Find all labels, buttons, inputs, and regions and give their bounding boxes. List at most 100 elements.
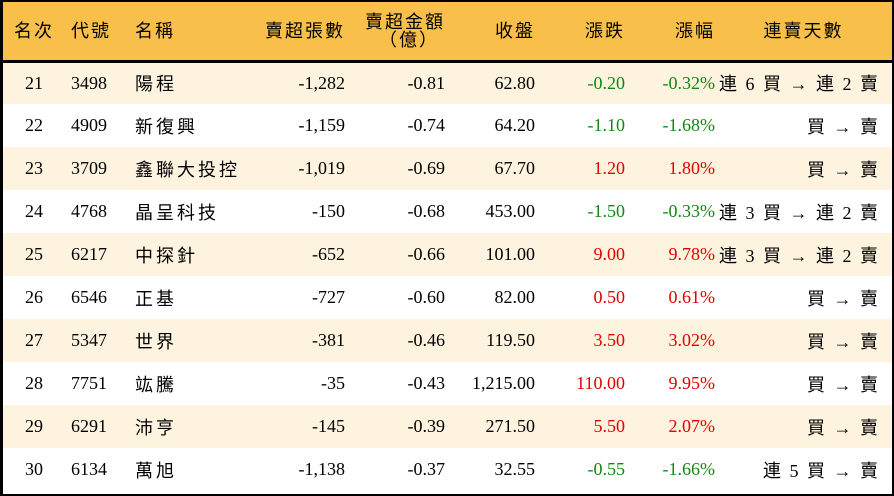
cell-net-sell-amount: -0.43 (407, 373, 446, 393)
cell-code[interactable]: 4768 (71, 201, 107, 221)
cell-streak: 買 → 賣 (807, 331, 880, 352)
cell-net-sell-amount: -0.68 (407, 201, 446, 221)
cell-net-sell-lots: -1,019 (298, 158, 346, 178)
cell-streak: 連 3 買 → 連 2 賣 (719, 202, 880, 223)
cell-streak: 連 3 買 → 連 2 賣 (719, 245, 880, 266)
cell-change-pct: -0.33% (662, 201, 716, 221)
cell-name[interactable]: 晶呈科技 (135, 202, 219, 223)
cell-net-sell-amount: -0.37 (407, 459, 446, 479)
table-row: 23 3709 鑫聯大投控 -1,019 -0.69 67.70 1.20 1.… (3, 147, 892, 190)
header-change-pct[interactable]: 漲幅 (675, 20, 715, 41)
cell-change-pct: 1.80% (668, 158, 716, 178)
cell-change-pct: 3.02% (668, 330, 716, 350)
cell-change-pct: -1.68% (662, 115, 716, 135)
header-close[interactable]: 收盤 (495, 20, 535, 41)
table-row: 29 6291 沛亨 -145 -0.39 271.50 5.50 2.07% … (3, 405, 892, 448)
cell-name[interactable]: 世界 (135, 331, 177, 352)
cell-net-sell-amount: -0.66 (407, 244, 446, 264)
cell-name[interactable]: 正基 (135, 288, 177, 309)
cell-name[interactable]: 陽程 (135, 74, 177, 95)
table-row: 25 6217 中探針 -652 -0.66 101.00 9.00 9.78%… (3, 233, 892, 276)
header-change[interactable]: 漲跌 (585, 20, 625, 41)
table-row: 28 7751 竑騰 -35 -0.43 1,215.00 110.00 9.9… (3, 362, 892, 405)
cell-rank: 26 (25, 287, 43, 307)
cell-net-sell-lots: -381 (312, 330, 345, 350)
cell-net-sell-amount: -0.46 (407, 330, 446, 350)
table-row: 22 4909 新復興 -1,159 -0.74 64.20 -1.10 -1.… (3, 104, 892, 147)
cell-name[interactable]: 中探針 (135, 245, 198, 266)
cell-net-sell-lots: -727 (312, 287, 345, 307)
cell-change-pct: 9.78% (668, 244, 716, 264)
cell-net-sell-amount: -0.74 (407, 115, 446, 135)
net-sell-ranking-table: 名次 代號 名稱 賣超張數 賣超金額 （億） 收盤 漲跌 漲幅 連賣天數 21 … (3, 2, 892, 491)
cell-name[interactable]: 竑騰 (135, 374, 177, 395)
cell-net-sell-lots: -1,282 (298, 72, 346, 93)
cell-close: 67.70 (494, 158, 536, 178)
header-net-sell-amount-label: 賣超金額 (365, 11, 445, 32)
cell-change: 5.50 (593, 416, 626, 436)
cell-rank: 28 (25, 373, 43, 393)
cell-change: 3.50 (593, 330, 626, 350)
cell-streak: 連 6 買 → 連 2 賣 (719, 74, 880, 95)
cell-change: -1.10 (587, 115, 626, 135)
cell-streak: 買 → 賣 (807, 417, 880, 438)
cell-net-sell-lots: -652 (312, 244, 345, 264)
cell-net-sell-amount: -0.60 (407, 287, 446, 307)
cell-name[interactable]: 沛亨 (135, 417, 177, 438)
cell-net-sell-lots: -1,159 (298, 115, 346, 135)
cell-code[interactable]: 3498 (71, 72, 107, 93)
cell-rank: 30 (25, 459, 43, 479)
cell-close: 101.00 (485, 244, 536, 264)
cell-code[interactable]: 5347 (71, 330, 107, 350)
header-code[interactable]: 代號 (71, 20, 111, 41)
cell-rank: 22 (25, 115, 43, 135)
header-streak[interactable]: 連賣天數 (763, 20, 844, 41)
cell-streak: 買 → 賣 (807, 374, 880, 395)
cell-name[interactable]: 萬旭 (135, 460, 177, 481)
cell-change: 9.00 (593, 244, 626, 264)
cell-close: 32.55 (494, 459, 536, 479)
cell-code[interactable]: 6291 (71, 416, 107, 436)
cell-streak: 買 → 賣 (807, 159, 880, 180)
cell-net-sell-lots: -1,138 (298, 459, 346, 479)
cell-code[interactable]: 6217 (71, 244, 107, 264)
cell-rank: 21 (25, 72, 43, 93)
cell-code[interactable]: 6134 (71, 459, 107, 479)
cell-change: -0.55 (587, 459, 626, 479)
table-body: 21 3498 陽程 -1,282 -0.81 62.80 -0.20 -0.3… (3, 61, 892, 491)
cell-code[interactable]: 7751 (71, 373, 107, 393)
cell-change-pct: -0.32% (662, 72, 716, 93)
header-net-sell-amount[interactable]: 賣超金額 （億） (345, 2, 445, 61)
cell-rank: 27 (25, 330, 43, 350)
table-row: 27 5347 世界 -381 -0.46 119.50 3.50 3.02% … (3, 319, 892, 362)
header-net-sell-lots[interactable]: 賣超張數 (265, 20, 345, 41)
cell-streak: 連 5 買 → 賣 (763, 460, 880, 481)
cell-close: 64.20 (494, 115, 536, 135)
cell-close: 1,215.00 (472, 373, 535, 393)
header-rank[interactable]: 名次 (14, 20, 54, 41)
cell-close: 271.50 (485, 416, 536, 436)
table-row: 30 6134 萬旭 -1,138 -0.37 32.55 -0.55 -1.6… (3, 448, 892, 491)
cell-rank: 23 (25, 158, 43, 178)
cell-close: 119.50 (486, 330, 535, 350)
cell-name[interactable]: 新復興 (135, 116, 198, 137)
cell-net-sell-amount: -0.81 (407, 72, 446, 93)
cell-code[interactable]: 3709 (71, 158, 107, 178)
cell-net-sell-lots: -145 (312, 416, 345, 436)
cell-change: 0.50 (593, 287, 626, 307)
cell-close: 82.00 (494, 287, 536, 307)
table-row: 24 4768 晶呈科技 -150 -0.68 453.00 -1.50 -0.… (3, 190, 892, 233)
cell-close: 453.00 (485, 201, 536, 221)
cell-change-pct: 0.61% (668, 287, 716, 307)
cell-rank: 25 (25, 244, 43, 264)
cell-name[interactable]: 鑫聯大投控 (135, 159, 240, 180)
cell-code[interactable]: 4909 (71, 115, 107, 135)
cell-change: -0.20 (587, 72, 626, 93)
cell-code[interactable]: 6546 (71, 287, 107, 307)
header-name[interactable]: 名稱 (135, 20, 175, 41)
cell-net-sell-amount: -0.69 (407, 158, 446, 178)
cell-streak: 買 → 賣 (807, 116, 880, 137)
header-net-sell-amount-unit: （億） (379, 29, 439, 50)
cell-close: 62.80 (494, 72, 536, 93)
